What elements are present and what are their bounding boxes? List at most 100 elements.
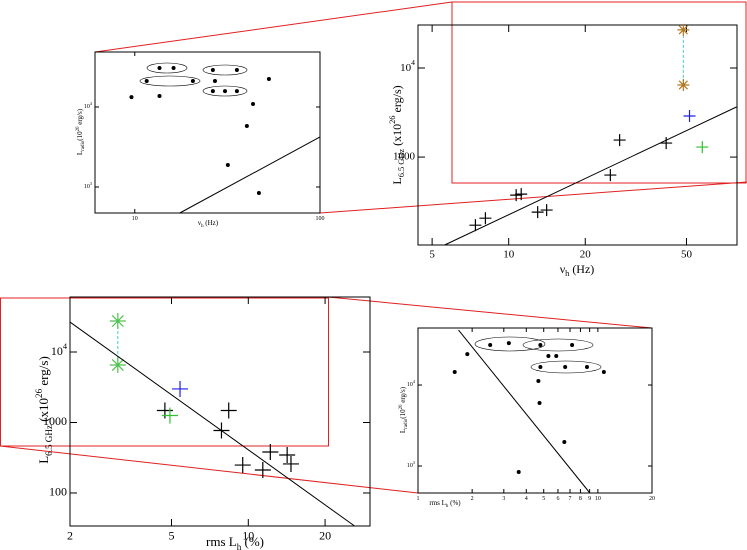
data-point (244, 123, 249, 128)
label-part: 10 (84, 184, 90, 190)
trend-line (179, 136, 321, 214)
y-tick-label: 1000 (393, 151, 416, 163)
label-part: 3 (413, 460, 415, 465)
label-part: 26 (34, 388, 44, 398)
x-tick-label: 7 (568, 496, 571, 502)
group-outline (146, 62, 188, 74)
label-part: erg/s) (36, 356, 51, 389)
data-point (222, 89, 227, 94)
y-axis-label: L6.5 GHz (x1026 erg/s) (388, 85, 406, 184)
data-point (604, 169, 617, 182)
label-part: 4 (90, 101, 93, 106)
label-part: 4 (411, 58, 415, 67)
plot-frame (69, 296, 371, 527)
label-part: L (390, 177, 404, 184)
data-point (488, 343, 493, 348)
trend-line (458, 329, 591, 494)
x-tick-label: 6 (556, 496, 559, 502)
y-tick-label: 1000 (43, 414, 67, 428)
x-tick-label: 10 (503, 248, 515, 260)
label-part: h (201, 224, 204, 229)
zoom-line (319, 181, 747, 214)
data-point (234, 68, 239, 73)
label-part: (%) (241, 534, 264, 549)
data-point (254, 461, 271, 478)
data-point (109, 313, 126, 330)
data-point (677, 23, 690, 36)
label-part: (%) (448, 499, 461, 507)
zoom-line (94, 1, 453, 53)
data-point (540, 204, 553, 217)
data-point (613, 134, 626, 147)
label-part: 4 (413, 379, 416, 384)
label-part: radio (404, 418, 409, 429)
label-part: (10 (76, 131, 84, 141)
x-axis-label: rms Lh (%) (206, 534, 264, 550)
x-tick-label: 10 (132, 216, 138, 222)
data-point (225, 163, 230, 168)
x-tick-label: 5 (429, 248, 435, 260)
x-tick-label: 2 (471, 496, 474, 502)
label-part: 26 (399, 404, 404, 409)
label-part: 10 (400, 62, 412, 74)
data-point (516, 470, 521, 475)
label-part: 4 (63, 342, 68, 351)
y-tick-label: 103 (84, 181, 92, 190)
data-point (554, 354, 559, 359)
data-point (266, 76, 271, 81)
x-tick-label: 4 (525, 496, 528, 502)
plot-frame (417, 24, 738, 246)
data-point (282, 455, 299, 472)
data-point (584, 364, 589, 369)
data-point (531, 206, 544, 219)
zoom-line (327, 296, 653, 329)
x-tick-label: 9 (588, 496, 591, 502)
x-tick-label: 5 (542, 496, 545, 502)
data-point (129, 95, 134, 100)
x-tick-label: 1 (417, 496, 420, 502)
y-tick-label: 100 (49, 485, 67, 499)
data-point (234, 457, 251, 474)
data-point (538, 343, 543, 348)
label-part: (Hz) (204, 219, 219, 227)
y-tick-label: 104 (400, 58, 415, 73)
data-point (479, 212, 492, 225)
x-tick-label: 5 (169, 529, 175, 543)
label-part: 10 (407, 382, 413, 388)
data-point (262, 444, 279, 461)
data-point (212, 79, 217, 84)
data-point (538, 364, 543, 369)
label-part: 10 (407, 463, 413, 469)
data-point (157, 94, 162, 99)
data-point (563, 364, 568, 369)
label-part: h (446, 504, 449, 509)
data-point (234, 89, 239, 94)
y-axis-label: Lradio(1026 erg/s) (399, 386, 409, 433)
group-outlines (139, 62, 602, 374)
data-point (515, 188, 528, 201)
data-point (683, 110, 696, 123)
label-part: rms L (206, 534, 237, 549)
data-point (510, 189, 523, 202)
data-point (157, 66, 162, 71)
group-outline (530, 360, 602, 374)
data-point (536, 379, 541, 384)
x-tick-label: 20 (649, 496, 655, 502)
label-part: erg/s) (390, 85, 404, 115)
zoom-box (451, 1, 747, 184)
label-part: 10 (51, 344, 63, 358)
label-part: ν (198, 219, 201, 227)
data-point (465, 352, 470, 357)
group-outline (474, 336, 546, 352)
data-point (210, 68, 215, 73)
data-point (601, 369, 606, 374)
data-point (279, 446, 296, 463)
label-part: (Hz) (569, 262, 594, 276)
label-part: h (565, 269, 570, 278)
label-part: ν (560, 262, 566, 276)
label-part: 26 (76, 126, 81, 131)
x-tick-label: 8 (579, 496, 582, 502)
y-axis-label: Lradio(1026 erg/s) (76, 108, 86, 155)
